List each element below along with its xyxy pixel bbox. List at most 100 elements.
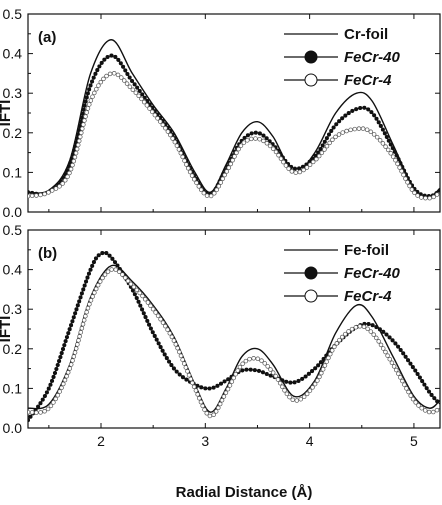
- series-point-fecr-4: [140, 293, 145, 299]
- series-point-fecr-4: [389, 360, 395, 366]
- series-point-fecr-4: [314, 156, 319, 162]
- series-point-fecr-40: [77, 124, 82, 129]
- series-point-fecr-4: [310, 385, 315, 390]
- series-point-fecr-40: [413, 368, 418, 373]
- series-point-fecr-4: [409, 187, 415, 192]
- series-point-fecr-40: [145, 318, 150, 323]
- series-point-fecr-4: [398, 375, 403, 380]
- series-point-fecr-40: [88, 267, 93, 272]
- series-point-fecr-40: [46, 386, 51, 391]
- panel-b-legend: Fe-foil FeCr-40 FeCr-4: [284, 242, 401, 305]
- series-point-fecr-40: [115, 263, 120, 268]
- series-point-fecr-40: [244, 367, 249, 372]
- series-point-fecr-40: [85, 275, 90, 280]
- series-point-fecr-4: [412, 190, 417, 196]
- series-point-fecr-4: [188, 376, 193, 382]
- series-point-fecr-4: [304, 165, 310, 170]
- series-point-fecr-40: [105, 54, 110, 60]
- series-point-fecr-40: [164, 356, 169, 361]
- series-point-fecr-40: [54, 366, 59, 372]
- series-point-fecr-4: [131, 284, 137, 290]
- series-point-fecr-40: [42, 394, 47, 399]
- series-point-fecr-40: [132, 292, 137, 297]
- series-point-fecr-4: [236, 146, 241, 152]
- series-point-fecr-40: [150, 330, 155, 335]
- series-point-fecr-40: [123, 68, 128, 73]
- series-point-fecr-4: [257, 136, 262, 142]
- series-point-fecr-4: [229, 379, 235, 384]
- series-point-fecr-40: [392, 149, 397, 154]
- series-point-fecr-4: [387, 356, 393, 362]
- series-point-fecr-4: [423, 408, 428, 413]
- series-point-fecr-4: [127, 84, 133, 90]
- series-point-fecr-4: [148, 303, 153, 309]
- series-point-fecr-40: [55, 363, 60, 368]
- series-point-fecr-40: [81, 287, 86, 292]
- series-point-fecr-40: [140, 92, 145, 97]
- series-point-fecr-4: [344, 128, 349, 134]
- series-point-fecr-4: [416, 403, 421, 408]
- series-point-fecr-40: [346, 111, 351, 116]
- series-point-fecr-4: [61, 381, 66, 387]
- series-point-fecr-4: [343, 331, 348, 337]
- y-tick-label: 0.0: [3, 204, 23, 220]
- series-point-fecr-4: [419, 405, 424, 411]
- series-point-fecr-4: [317, 374, 322, 380]
- series-point-fecr-40: [249, 131, 254, 136]
- series-point-fecr-40: [381, 329, 386, 334]
- series-point-fecr-4: [297, 169, 303, 175]
- series-point-fecr-4: [51, 400, 56, 405]
- series-point-fecr-4: [280, 384, 285, 390]
- series-point-fecr-4: [65, 174, 70, 179]
- series-point-fecr-4: [34, 410, 39, 415]
- series-point-fecr-40: [390, 338, 395, 343]
- legend-label: FeCr-4: [344, 72, 392, 89]
- series-point-fecr-4: [173, 342, 179, 347]
- series-point-fecr-40: [152, 333, 157, 339]
- series-point-fecr-40: [374, 116, 379, 121]
- series-point-fecr-4: [160, 320, 166, 325]
- series-point-fecr-4: [357, 324, 363, 329]
- series-point-fecr-4: [63, 178, 68, 183]
- series-point-fecr-4: [426, 409, 432, 415]
- series-point-fecr-4: [155, 116, 160, 121]
- series-point-fecr-4: [72, 154, 78, 160]
- series-point-fecr-4: [176, 147, 182, 152]
- series-point-fecr-4: [198, 187, 204, 193]
- series-point-fecr-40: [174, 369, 179, 374]
- series-point-fecr-4: [399, 168, 404, 174]
- y-tick-label: 0.4: [3, 46, 23, 62]
- series-point-fecr-4: [88, 98, 94, 103]
- series-point-fecr-4: [378, 342, 384, 348]
- series-point-fecr-4: [163, 323, 168, 329]
- series-point-fecr-4: [334, 341, 340, 346]
- series-point-fecr-4: [332, 344, 337, 350]
- series-point-fecr-40: [48, 382, 53, 387]
- series-point-fecr-4: [371, 132, 377, 137]
- series-point-fecr-4: [171, 338, 177, 343]
- series-point-fecr-40: [268, 373, 273, 378]
- series-point-fecr-4: [115, 72, 121, 78]
- series-point-fecr-40: [51, 374, 56, 379]
- series-point-fecr-4: [276, 153, 281, 158]
- series-point-fecr-4: [400, 378, 405, 384]
- series-point-fecr-40: [242, 135, 247, 140]
- series-point-fecr-40: [322, 139, 327, 144]
- series-point-fecr-40: [97, 64, 102, 69]
- series-point-fecr-4: [310, 159, 316, 165]
- series-point-fecr-40: [337, 119, 342, 124]
- series-point-fecr-40: [74, 307, 79, 312]
- series-point-fecr-4: [70, 358, 75, 363]
- series-point-fecr-4: [383, 144, 388, 149]
- series-point-fecr-4: [319, 370, 324, 376]
- series-point-fecr-4: [301, 167, 306, 173]
- series-point-fecr-4: [304, 391, 310, 397]
- series-point-fecr-4: [109, 267, 114, 272]
- series-point-fecr-40: [90, 263, 95, 268]
- series-point-fecr-4: [233, 371, 238, 377]
- series-point-fecr-40: [143, 315, 148, 320]
- series-point-fecr-4: [78, 134, 83, 140]
- series-point-fecr-40: [358, 105, 363, 111]
- series-point-fecr-4: [251, 356, 256, 361]
- series-point-fecr-4: [182, 158, 187, 163]
